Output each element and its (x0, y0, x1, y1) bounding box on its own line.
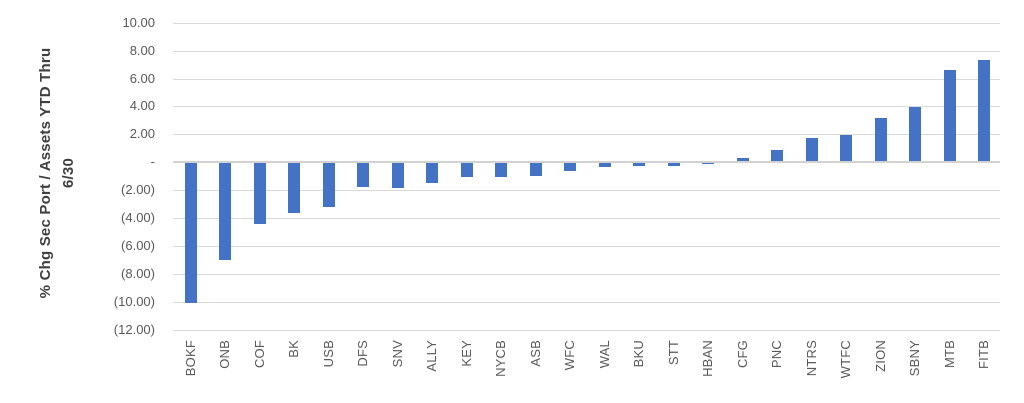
y-tick-label: - (150, 154, 155, 170)
x-tick-label-ALLY: ALLY (424, 340, 440, 372)
y-tick-label: 8.00 (129, 42, 155, 58)
x-tick-label-DFS: DFS (355, 340, 371, 367)
bar-BKU (633, 162, 646, 167)
x-tick-label-KEY: KEY (458, 340, 474, 367)
bar-FITB (978, 59, 991, 163)
y-tick-label: 4.00 (129, 98, 155, 114)
gridline (173, 301, 1000, 303)
y-axis-title-line1: % Chg Sec Port / Assets YTD Thru (37, 47, 54, 299)
gridline (173, 78, 1000, 80)
bar-BOKF (184, 162, 197, 304)
bar-DFS (357, 162, 370, 187)
x-tick-label-ONB: ONB (217, 340, 233, 369)
gridline (173, 106, 1000, 108)
y-tick-label: 6.00 (129, 70, 155, 86)
x-tick-label-BOKF: BOKF (182, 340, 198, 377)
bar-MTB (943, 70, 956, 163)
bar-USB (322, 162, 335, 207)
x-tick-label-ZION: ZION (872, 340, 888, 372)
x-tick-label-SBNY: SBNY (907, 340, 923, 377)
bar-SNV (391, 162, 404, 188)
x-tick-label-NYCB: NYCB (493, 340, 509, 377)
x-tick-label-FITB: FITB (976, 340, 992, 369)
gridline (173, 218, 1000, 219)
x-tick-label-USB: USB (320, 340, 336, 368)
x-tick-label-SNV: SNV (389, 340, 405, 368)
x-tick-label-WAL: WAL (596, 340, 612, 369)
bar-NYCB (495, 162, 508, 177)
bar-WFC (564, 162, 577, 171)
bar-SBNY (909, 107, 922, 163)
x-tick-label-ASB: ASB (527, 340, 543, 367)
x-tick-label-WFC: WFC (562, 340, 578, 371)
bar-KEY (460, 162, 473, 178)
x-tick-label-PNC: PNC (769, 340, 785, 369)
zero-axis-line (173, 161, 1000, 164)
y-axis-title: % Chg Sec Port / Assets YTD Thru 6/30 (34, 23, 80, 323)
bar-PNC (771, 150, 784, 163)
bar-ASB (529, 162, 542, 177)
x-tick-label-WTFC: WTFC (838, 340, 854, 379)
bar-CFG (736, 158, 749, 163)
bar-COF (253, 162, 266, 224)
y-tick-label: (2.00) (121, 182, 155, 198)
gridline (173, 134, 1000, 136)
x-tick-label-BK: BK (286, 340, 302, 358)
bar-WAL (598, 162, 611, 168)
gridline (173, 50, 1000, 52)
bar-BK (288, 162, 301, 214)
y-tick-label: (10.00) (113, 293, 155, 309)
y-tick-label: 2.00 (129, 126, 155, 142)
x-tick-label-HBAN: HBAN (700, 340, 716, 377)
x-tick-label-NTRS: NTRS (803, 340, 819, 377)
y-axis-title-line2: 6/30 (60, 158, 77, 188)
bar-HBAN (702, 162, 715, 165)
x-tick-label-STT: STT (665, 340, 681, 366)
x-tick-label-MTB: MTB (941, 340, 957, 369)
gridline (173, 22, 1000, 24)
gridline (173, 190, 1000, 192)
gridline (173, 273, 1000, 275)
bar-ZION (874, 117, 887, 163)
y-tick-label: (12.00) (113, 321, 155, 337)
x-tick-label-BKU: BKU (631, 340, 647, 368)
x-tick-label-COF: COF (251, 340, 267, 369)
gridline (173, 245, 1000, 247)
bar-ALLY (426, 162, 439, 184)
y-tick-label: (8.00) (121, 265, 155, 281)
y-tick-label: (6.00) (121, 237, 155, 253)
bar-ONB (219, 162, 232, 261)
gridline (173, 329, 1000, 331)
y-tick-label: 10.00 (122, 14, 155, 30)
bar-WTFC (840, 135, 853, 163)
bar-STT (667, 162, 680, 166)
y-tick-label: (4.00) (121, 210, 155, 225)
bar-NTRS (805, 137, 818, 163)
x-tick-label-CFG: CFG (734, 340, 750, 369)
